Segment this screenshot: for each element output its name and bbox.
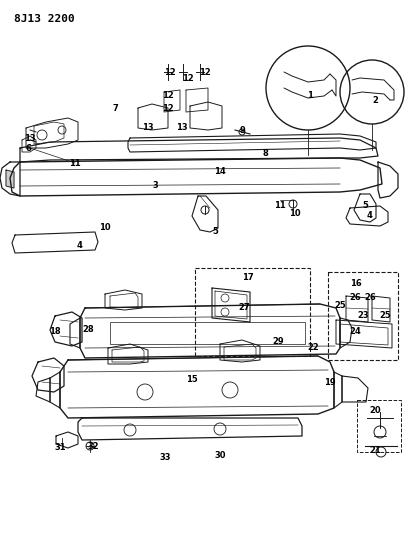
Text: 1: 1 xyxy=(306,91,312,100)
Text: 30: 30 xyxy=(214,451,225,461)
Text: 2: 2 xyxy=(371,95,377,104)
Text: 21: 21 xyxy=(368,447,380,456)
Text: 11: 11 xyxy=(69,158,81,167)
Text: 16: 16 xyxy=(349,279,361,287)
Text: 23: 23 xyxy=(356,311,368,319)
Text: 4: 4 xyxy=(77,240,83,249)
Text: 13: 13 xyxy=(24,133,36,142)
Text: 8: 8 xyxy=(262,149,267,157)
Text: 24: 24 xyxy=(348,327,360,336)
Text: 10: 10 xyxy=(99,223,111,232)
Text: 26: 26 xyxy=(363,294,375,303)
Text: 12: 12 xyxy=(182,74,194,83)
Text: 6: 6 xyxy=(25,143,31,152)
Bar xyxy=(356,400,400,452)
Text: 19: 19 xyxy=(323,378,335,387)
Bar xyxy=(110,322,304,344)
Text: 13: 13 xyxy=(142,123,153,132)
Bar xyxy=(327,272,397,360)
Text: 12: 12 xyxy=(162,91,173,100)
Text: 14: 14 xyxy=(213,167,225,176)
Text: 11: 11 xyxy=(273,200,285,209)
Text: 9: 9 xyxy=(239,125,245,134)
Text: 29: 29 xyxy=(271,337,283,346)
Text: 25: 25 xyxy=(378,311,390,319)
Bar xyxy=(194,268,309,356)
Text: 8J13 2200: 8J13 2200 xyxy=(14,14,75,24)
Text: 4: 4 xyxy=(366,211,372,220)
Text: 3: 3 xyxy=(152,181,158,190)
Text: 5: 5 xyxy=(361,200,367,209)
Text: 18: 18 xyxy=(49,327,61,336)
Text: 12: 12 xyxy=(198,68,210,77)
Text: 13: 13 xyxy=(176,123,188,132)
Text: 5: 5 xyxy=(211,228,217,237)
Text: 27: 27 xyxy=(238,303,249,311)
Text: 12: 12 xyxy=(164,68,175,77)
Text: 10: 10 xyxy=(288,208,300,217)
Text: 28: 28 xyxy=(82,326,94,335)
Text: 32: 32 xyxy=(87,442,98,451)
Text: 26: 26 xyxy=(348,294,360,303)
Text: 33: 33 xyxy=(159,454,171,463)
Text: 12: 12 xyxy=(162,103,173,112)
Text: 7: 7 xyxy=(112,103,117,112)
Text: 15: 15 xyxy=(185,376,197,384)
Polygon shape xyxy=(6,170,14,188)
Text: 31: 31 xyxy=(54,443,66,453)
Text: 22: 22 xyxy=(306,343,318,352)
Text: 25: 25 xyxy=(333,302,345,311)
Text: 17: 17 xyxy=(242,273,253,282)
Text: 20: 20 xyxy=(368,407,380,416)
